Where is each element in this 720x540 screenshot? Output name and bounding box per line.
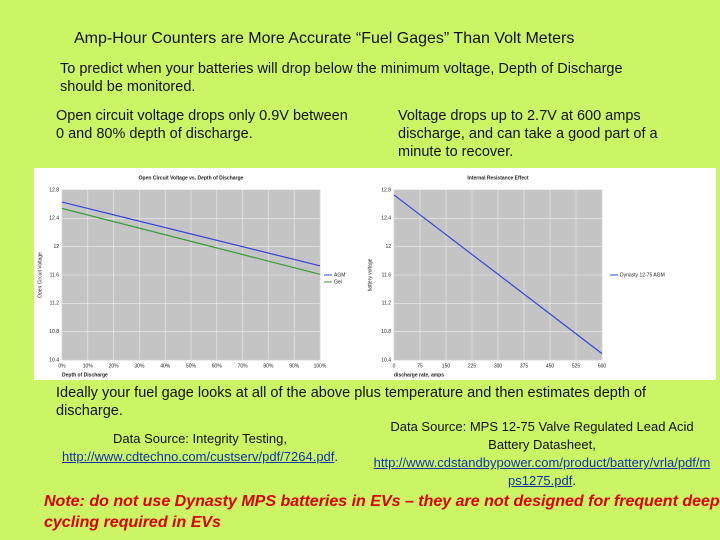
y-tick-label: 10.4 [381, 357, 391, 363]
x-tick-label: 225 [468, 363, 477, 369]
y-tick-label: 12.4 [381, 216, 391, 222]
right-source: Data Source: MPS 12-75 Valve Regulated L… [372, 418, 712, 490]
x-tick-label: 75 [417, 363, 423, 369]
source-text: Data Source: MPS 12-75 Valve Regulated L… [390, 419, 694, 452]
legend-label: Gel [334, 279, 342, 285]
left-text: Open circuit voltage drops only 0.9V bet… [56, 108, 348, 142]
y-tick-label: 12.4 [49, 216, 59, 222]
chart: Open Circuit Voltage vs. Depth of Discha… [34, 168, 364, 380]
link-end: . [572, 473, 576, 488]
x-tick-label: 150 [442, 363, 451, 369]
chart-title: Internal Resistance Effect [467, 175, 528, 181]
link-end: . [334, 449, 339, 464]
y-tick-label: 12 [53, 244, 59, 250]
y-axis-label: battery voltage [367, 258, 373, 291]
right-text: Voltage drops up to 2.7V at 600 amps dis… [398, 108, 658, 160]
x-tick-label: 50% [186, 363, 197, 369]
x-tick-label: 30% [134, 363, 145, 369]
x-tick-label: 100% [314, 363, 327, 369]
y-axis-label: Open Circuit Voltage [37, 252, 43, 298]
x-axis-label: Depth of Discharge [62, 372, 108, 378]
x-tick-label: 60% [212, 363, 223, 369]
x-tick-label: 300 [494, 363, 503, 369]
x-tick-label: 90% [289, 363, 300, 369]
intro: To predict when your batteries will drop… [60, 61, 623, 95]
source-link[interactable]: http://www.cdtechno.com/custserv/pdf/726… [61, 449, 335, 464]
y-tick-label: 11.6 [382, 272, 392, 278]
y-tick-label: 11.2 [50, 301, 60, 307]
y-tick-label: 12.8 [381, 187, 391, 193]
x-tick-label: 20% [109, 363, 120, 369]
source-text: Data Source: Integrity Testing, [113, 431, 287, 446]
x-tick-label: 525 [572, 363, 581, 369]
note: Note: do not use Dynasty MPS batteries i… [44, 493, 720, 531]
x-tick-label: 40% [160, 363, 171, 369]
series-line [393, 194, 603, 355]
y-tick-label: 11.2 [382, 301, 392, 307]
title: Amp-Hour Counters are More Accurate “Fue… [74, 30, 575, 47]
y-tick-label: 10.8 [381, 329, 391, 335]
y-tick-label: 12 [385, 244, 391, 250]
y-tick-label: 10.8 [49, 329, 59, 335]
source-link[interactable]: http://www.cdstandbypower.com/product/ba… [373, 455, 711, 488]
x-tick-label: 450 [546, 363, 555, 369]
x-tick-label: 375 [520, 363, 529, 369]
chart: Internal Resistance Effect discharge rate… [364, 168, 716, 380]
legend-label: AGM [334, 272, 345, 278]
x-tick-label: 10% [83, 363, 94, 369]
series-line [61, 201, 321, 267]
chart-title: Open Circuit Voltage vs. Depth of Discha… [139, 175, 244, 181]
left-source: Data Source: Integrity Testing, http://w… [40, 430, 360, 466]
x-tick-label: 70% [238, 363, 249, 369]
x-tick-label: 0 [393, 363, 396, 369]
x-axis-label: discharge rate, amps [394, 372, 444, 378]
legend-label: Dynasty 12-75 AGM [620, 272, 665, 278]
x-tick-label: 0% [58, 363, 66, 369]
y-tick-label: 12.8 [49, 187, 59, 193]
x-tick-label: 80% [263, 363, 274, 369]
bottom-text: Ideally your fuel gage looks at all of t… [56, 385, 647, 419]
x-tick-label: 600 [598, 363, 607, 369]
y-tick-label: 11.6 [50, 272, 60, 278]
y-tick-label: 10.4 [49, 357, 59, 363]
series-line [61, 207, 321, 275]
